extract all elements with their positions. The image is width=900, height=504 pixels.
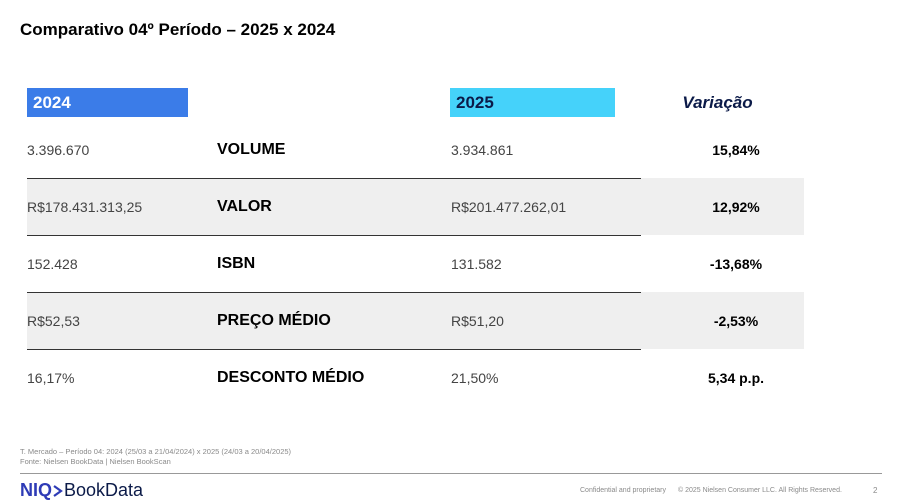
- logo-bookdata-text: BookData: [64, 480, 144, 500]
- footnote: T. Mercado – Período 04: 2024 (25/03 a 2…: [20, 447, 291, 467]
- copyright-notice: © 2025 Nielsen Consumer LLC. All Rights …: [678, 487, 842, 494]
- footnote-source: Fonte: Nielsen BookData | Nielsen BookSc…: [20, 457, 171, 466]
- page-number: 2: [873, 486, 878, 495]
- metric-label: ISBN: [217, 254, 256, 272]
- value-2024: R$178.431.313,25: [27, 198, 143, 215]
- value-2024: 152.428: [27, 255, 78, 272]
- table-row-desconto-medio: 16,17% DESCONTO MÉDIO 21,50% 5,34 p.p.: [27, 349, 804, 406]
- logo-niq-text: NIQ: [20, 480, 53, 500]
- value-2025: 21,50%: [451, 369, 499, 386]
- variation-value: 12,92%: [712, 198, 760, 215]
- value-2024: 3.396.670: [27, 141, 90, 158]
- variation-value: 15,84%: [712, 141, 760, 158]
- variation-value: -13,68%: [709, 255, 763, 272]
- metric-label: PREÇO MÉDIO: [217, 311, 331, 329]
- metric-label: VALOR: [217, 197, 272, 215]
- value-2024: R$52,53: [27, 312, 80, 329]
- value-2024: 16,17%: [27, 369, 75, 386]
- value-2025: 3.934.861: [451, 141, 514, 158]
- page-title: Comparativo 04º Período – 2025 x 2024: [20, 20, 336, 39]
- value-2025: R$51,20: [451, 312, 504, 329]
- confidential-notice: Confidential and proprietary: [580, 487, 666, 494]
- header-2025: 2025: [450, 88, 615, 117]
- table-row-preco-medio: R$52,53 PREÇO MÉDIO R$51,20 -2,53%: [27, 292, 804, 349]
- logo-arrow-icon: [53, 485, 63, 498]
- value-2025: 131.582: [451, 255, 502, 272]
- table-row-isbn: 152.428 ISBN 131.582 -13,68%: [27, 235, 804, 292]
- table-row-volume: 3.396.670 VOLUME 3.934.861 15,84%: [27, 121, 804, 178]
- header-2024: 2024: [27, 88, 188, 117]
- header-variation: Variação: [682, 93, 753, 112]
- footer-divider: [20, 473, 882, 474]
- table-row-valor: R$178.431.313,25 VALOR R$201.477.262,01 …: [27, 178, 804, 235]
- metric-label: DESCONTO MÉDIO: [217, 368, 365, 386]
- metric-label: VOLUME: [217, 140, 286, 158]
- variation-value: 5,34 p.p.: [707, 369, 765, 386]
- footnote-period: T. Mercado – Período 04: 2024 (25/03 a 2…: [20, 447, 292, 456]
- niq-bookdata-logo: NIQ BookData: [20, 478, 143, 502]
- value-2025: R$201.477.262,01: [451, 198, 567, 215]
- variation-value: -2,53%: [713, 312, 759, 329]
